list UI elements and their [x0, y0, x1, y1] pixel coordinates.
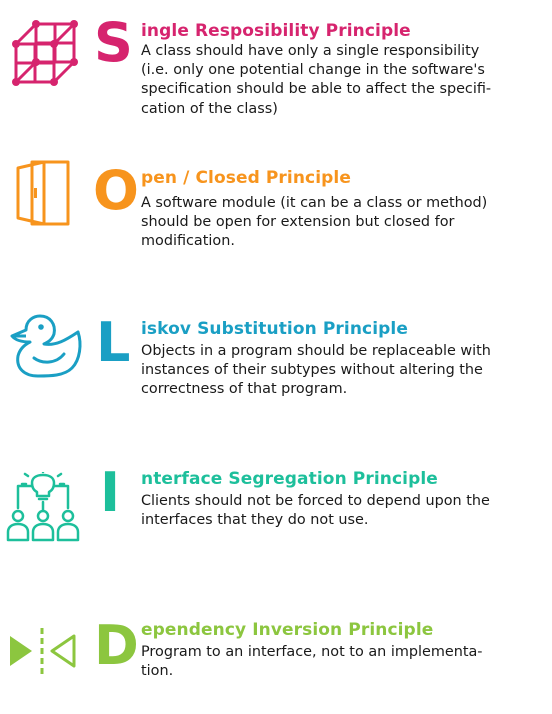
idea-team-icon — [6, 472, 80, 544]
principle-title: ingle Resposibility Principle — [141, 21, 411, 41]
principle-title: nterface Segregation Principle — [141, 469, 438, 489]
principle-title: pen / Closed Principle — [141, 168, 351, 188]
description-line: Program to an interface, not to an imple… — [141, 644, 483, 660]
converging-arrows-icon — [8, 628, 76, 674]
principle-description: Clients should not be forced to depend u… — [141, 492, 536, 530]
description-line: should be open for extension but closed … — [141, 214, 455, 231]
description-line: tion. — [141, 663, 174, 680]
rubber-duck-icon — [4, 314, 84, 378]
description-line: A software module (it can be a class or … — [141, 195, 488, 211]
principle-letter: I — [100, 461, 121, 524]
description-line: Clients should not be forced to depend u… — [141, 493, 490, 509]
description-line: correctness of that program. — [141, 381, 348, 398]
description-line: interfaces that they do not use. — [141, 512, 369, 529]
principle-description: A software module (it can be a class or … — [141, 194, 536, 252]
principle-title: ependency Inversion Principle — [141, 620, 434, 640]
principle-description: A class should have only a single respon… — [141, 42, 536, 119]
cube-network-icon — [10, 18, 82, 90]
principle-letter: D — [94, 614, 139, 677]
principle-description: Objects in a program should be replaceab… — [141, 342, 536, 400]
description-line: specification should be able to affect t… — [141, 81, 492, 98]
principle-description: Program to an interface, not to an imple… — [141, 643, 536, 681]
description-line: Objects in a program should be replaceab… — [141, 343, 491, 359]
description-line: modification. — [141, 233, 235, 250]
description-line: instances of their subtypes without alte… — [141, 362, 483, 379]
open-door-icon — [14, 158, 72, 228]
description-line: (i.e. only one potential change in the s… — [141, 62, 485, 79]
description-line: cation of the class) — [141, 100, 278, 117]
principle-letter: L — [96, 311, 131, 374]
principle-letter: O — [93, 159, 139, 222]
principle-title: iskov Substitution Principle — [141, 319, 408, 339]
principle-letter: S — [94, 11, 133, 74]
description-line: A class should have only a single respon… — [141, 43, 480, 59]
